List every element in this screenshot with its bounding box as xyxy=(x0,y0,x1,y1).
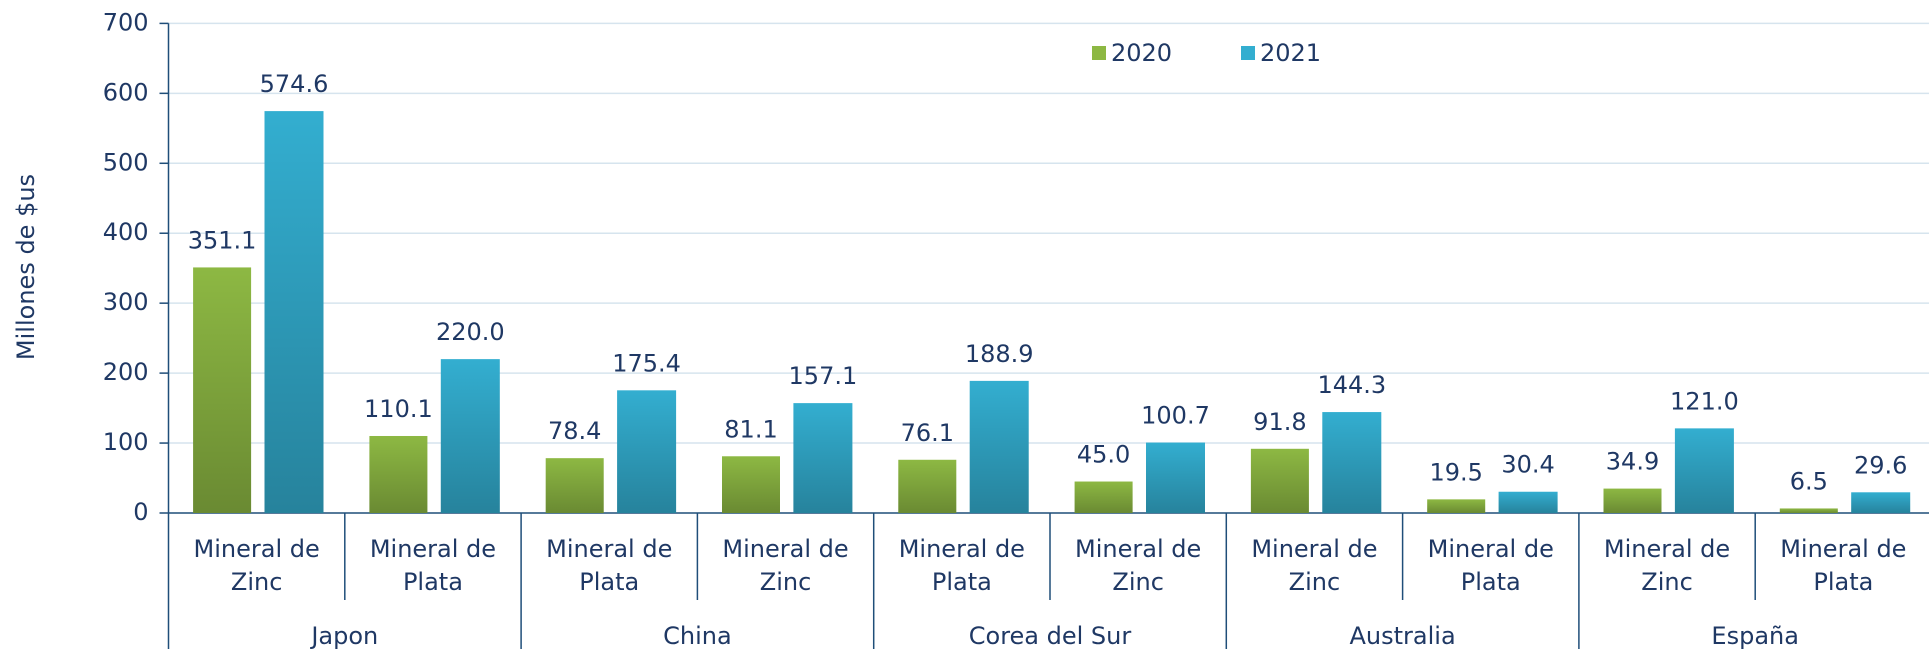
x-tick-label: Mineral de Zinc xyxy=(1075,535,1202,596)
legend-swatch xyxy=(1092,46,1106,60)
y-tick-label: 700 xyxy=(103,8,149,36)
x-tick-label: Mineral de Plata xyxy=(898,535,1025,596)
data-label: 78.4 xyxy=(548,417,601,445)
data-label: 121.0 xyxy=(1670,387,1739,415)
x-tick-label: Mineral de Zinc xyxy=(1251,535,1378,596)
bar-shade xyxy=(1603,488,1662,513)
bar-shade xyxy=(898,459,957,513)
bar-shade xyxy=(369,435,428,513)
data-label: 91.8 xyxy=(1253,408,1306,436)
data-label: 19.5 xyxy=(1429,458,1482,486)
x-tick-label: Mineral de Zinc xyxy=(1603,535,1731,596)
group-label: Australia xyxy=(1350,622,1456,649)
bar-shade xyxy=(545,458,604,513)
x-tick-label: Mineral de Plata xyxy=(369,535,497,596)
y-tick-label: 500 xyxy=(103,148,149,176)
bar-shade xyxy=(969,380,1029,513)
data-label: 144.3 xyxy=(1317,371,1386,399)
bar-shade xyxy=(1250,448,1309,513)
group-label: España xyxy=(1711,622,1799,649)
legend-swatch xyxy=(1241,46,1255,60)
data-label: 351.1 xyxy=(188,226,257,254)
x-tick-label: Mineral de Plata xyxy=(546,535,673,596)
y-tick-label: 100 xyxy=(103,428,149,456)
bar-shade xyxy=(1074,481,1133,513)
data-label: 188.9 xyxy=(965,340,1034,368)
y-tick-label: 600 xyxy=(103,78,149,106)
y-tick-label: 300 xyxy=(103,288,149,316)
bar-shade xyxy=(1427,499,1486,513)
x-tick-label: Mineral de Zinc xyxy=(722,535,849,596)
x-tick-label: Mineral de Plata xyxy=(1780,535,1907,596)
y-tick-label: 0 xyxy=(133,498,148,526)
y-tick-label: 400 xyxy=(103,218,149,246)
x-tick-label: Mineral de Plata xyxy=(1427,535,1554,596)
data-label: 100.7 xyxy=(1141,402,1210,430)
bar-shade xyxy=(440,359,500,513)
y-axis-label: Millones de $us xyxy=(12,174,40,360)
bar-shade xyxy=(793,403,853,513)
bar-shade xyxy=(1779,508,1838,513)
bar-shade xyxy=(1146,442,1205,513)
bar-shade xyxy=(1322,412,1382,513)
bar-shade xyxy=(617,390,677,513)
data-label: 175.4 xyxy=(612,349,681,377)
data-label: 29.6 xyxy=(1854,451,1907,479)
data-label: 76.1 xyxy=(901,419,954,447)
legend-label: 2020 xyxy=(1111,39,1172,67)
legend-label: 2021 xyxy=(1260,39,1321,67)
bar-shade xyxy=(1674,428,1734,513)
x-tick-label: Mineral de Zinc xyxy=(193,535,320,596)
bar-shade xyxy=(193,267,252,513)
bar-shade xyxy=(1851,492,1911,513)
bar-shade xyxy=(1498,491,1558,513)
bar-shade xyxy=(722,456,780,513)
data-label: 6.5 xyxy=(1790,467,1828,495)
bar-shade xyxy=(264,111,324,514)
data-label: 220.0 xyxy=(436,318,505,346)
data-label: 110.1 xyxy=(364,395,433,423)
y-tick-label: 200 xyxy=(103,358,149,386)
group-label: Japon xyxy=(309,622,378,649)
data-label: 81.1 xyxy=(724,415,777,443)
group-label: Corea del Sur xyxy=(969,622,1132,649)
data-label: 574.6 xyxy=(260,70,329,98)
group-label: China xyxy=(663,622,732,649)
data-label: 34.9 xyxy=(1606,448,1659,476)
data-label: 30.4 xyxy=(1501,451,1554,479)
data-label: 157.1 xyxy=(789,362,858,390)
data-label: 45.0 xyxy=(1077,441,1130,469)
